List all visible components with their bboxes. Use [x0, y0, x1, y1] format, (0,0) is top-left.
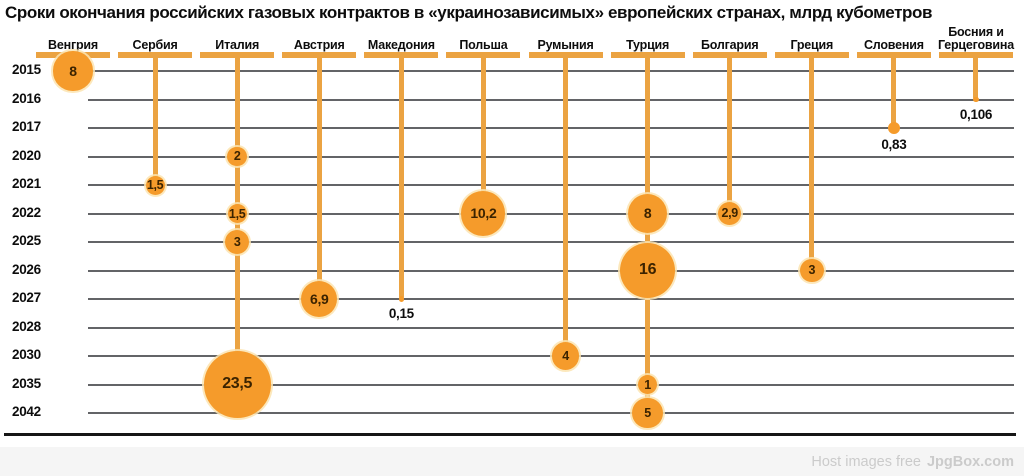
country-header-bar-macedonia: [364, 52, 439, 58]
country-stem-turkey: [645, 58, 651, 413]
year-label-2027: 2027: [12, 290, 41, 305]
country-stem-romania: [563, 58, 569, 356]
country-label-hungary: Венгрия: [48, 37, 98, 52]
country-label-macedonia: Македония: [367, 37, 435, 52]
country-stem-greece: [809, 58, 815, 271]
year-grid-line-2030: [88, 355, 1014, 357]
country-stem-macedonia: [398, 58, 404, 299]
country-label-austria: Австрия: [293, 37, 345, 52]
year-label-2017: 2017: [12, 119, 41, 134]
bubble-italy-2025: 3: [225, 230, 250, 254]
country-label-serbia: Сербия: [132, 37, 178, 52]
country-stem-slovenia: [891, 58, 897, 128]
footer-bar: Host images free JpgBox.com: [0, 447, 1024, 476]
country-header-bar-slovenia: [856, 52, 931, 58]
year-grid-line-2035: [88, 383, 1014, 386]
bubble-turkey-2026: 16: [620, 242, 676, 299]
country-label-poland: Польша: [459, 37, 508, 52]
year-label-2021: 2021: [12, 176, 41, 191]
bubble-hungary-2015: 8: [53, 51, 93, 91]
bubble-austria-2027: 6,9: [301, 280, 338, 318]
year-label-2022: 2022: [12, 204, 41, 220]
bubble-bosnia-herzegovina-2016: [973, 96, 979, 103]
bubble-turkey-2022: 8: [628, 193, 668, 233]
country-label-romania: Румыния: [537, 37, 594, 52]
year-label-2016: 2016: [12, 90, 41, 106]
year-grid-line-2017: [88, 127, 1014, 129]
year-grid-line-2022: [88, 212, 1014, 215]
bubble-turkey-2042: 5: [632, 397, 664, 429]
year-grid-line-2021: [88, 184, 1014, 186]
country-header-bar-bosnia-herzegovina: [938, 52, 1013, 58]
country-header-bar-italy: [200, 52, 275, 58]
year-label-2030: 2030: [12, 347, 41, 362]
country-stem-bulgaria: [727, 58, 733, 214]
country-header-bar-serbia: [118, 52, 193, 58]
bubble-greece-2026: 3: [799, 258, 824, 283]
country-label-turkey: Турция: [626, 37, 670, 52]
year-grid-line-2026: [88, 269, 1014, 272]
year-label-2025: 2025: [12, 233, 41, 248]
watermark-brand[interactable]: JpgBox.com: [926, 453, 1014, 470]
watermark-text: Host images free: [811, 453, 921, 470]
bubble-romania-2030: 4: [551, 342, 580, 370]
value-label-slovenia: 0,83: [881, 137, 907, 153]
country-stem-poland: [480, 58, 486, 214]
year-grid-line-2015: [88, 70, 1014, 72]
country-label-greece: Греция: [790, 37, 834, 52]
x-axis-line: [4, 433, 1016, 436]
country-label-slovenia: Словения: [863, 37, 924, 52]
country-header-bar-turkey: [610, 52, 685, 58]
bubble-italy-2022: 1,5: [227, 204, 247, 223]
country-label-italy: Италия: [215, 37, 260, 52]
year-grid-line-2016: [88, 98, 1014, 101]
country-label-bosnia-herzegovina: Босния и Герцеговина: [937, 25, 1014, 52]
bubble-italy-2020: 2: [227, 146, 247, 167]
year-grid-line-2028: [88, 326, 1014, 329]
bubble-turkey-2035: 1: [638, 375, 658, 394]
year-label-2035: 2035: [12, 375, 41, 391]
year-label-2015: 2015: [12, 62, 41, 77]
year-label-2042: 2042: [12, 404, 41, 419]
country-header-bar-romania: [528, 52, 603, 58]
bubble-poland-2022: 10,2: [461, 191, 506, 236]
country-stem-bosnia-herzegovina: [973, 58, 979, 100]
bubble-bulgaria-2022: 2,9: [717, 201, 742, 226]
year-label-2026: 2026: [12, 261, 41, 277]
country-header-bar-bulgaria: [692, 52, 767, 58]
country-stem-serbia: [152, 58, 158, 185]
year-grid-line-2025: [88, 241, 1014, 243]
country-header-bar-austria: [282, 52, 357, 58]
country-label-bulgaria: Болгария: [701, 37, 759, 52]
bubble-slovenia-2017: [887, 121, 901, 135]
bubble-italy-2035: 23,5: [203, 351, 271, 418]
country-header-bar-poland: [446, 52, 521, 58]
bubble-macedonia-2027: [398, 296, 405, 302]
country-header-bar-greece: [774, 52, 849, 58]
bubble-serbia-2021: 1,5: [145, 175, 165, 195]
value-label-macedonia: 0,15: [388, 306, 414, 321]
year-label-2020: 2020: [12, 147, 41, 163]
year-grid-line-2020: [88, 155, 1014, 158]
year-label-2028: 2028: [12, 318, 41, 334]
chart-title: Сроки окончания российских газовых контр…: [5, 3, 933, 22]
year-grid-line-2042: [88, 412, 1014, 414]
year-grid-line-2027: [88, 298, 1014, 300]
value-label-bosnia-herzegovina: 0,106: [959, 106, 993, 122]
country-stem-austria: [316, 58, 322, 299]
